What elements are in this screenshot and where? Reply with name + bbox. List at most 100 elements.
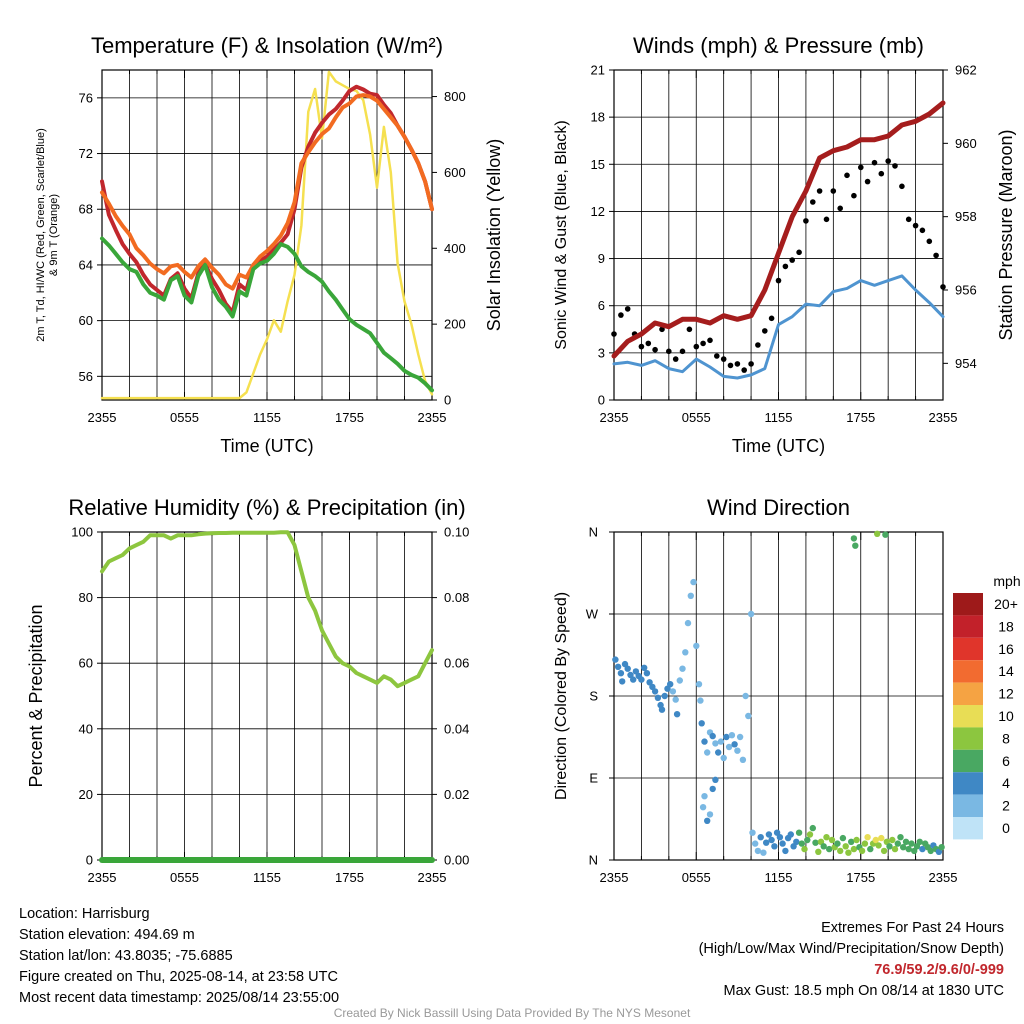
direction-point xyxy=(900,844,907,851)
y-tick-label: 15 xyxy=(591,157,605,172)
gust-point xyxy=(830,188,837,194)
y-axis-label: Direction (Colored By Speed) xyxy=(553,592,570,800)
direction-point xyxy=(809,824,816,832)
direction-point xyxy=(614,663,622,670)
colorbar-swatch xyxy=(953,637,983,661)
extremes-info: Extremes For Past 24 Hours (High/Low/Max… xyxy=(699,918,1004,1002)
y-axis-label: Sonic Wind & Gust (Blue, Black) xyxy=(553,120,570,349)
direction-point xyxy=(624,665,631,672)
y2-tick-label: 800 xyxy=(444,89,466,104)
direction-point xyxy=(731,741,738,748)
direction-point xyxy=(845,849,852,856)
colorbar-label: 10 xyxy=(998,708,1014,724)
colorbar-swatch xyxy=(953,772,983,795)
series-line-2m-td xyxy=(100,236,434,393)
gust-point xyxy=(796,249,802,256)
direction-point xyxy=(858,847,866,855)
gust-point xyxy=(905,216,912,223)
direction-point xyxy=(712,776,719,783)
series-line-2m-t xyxy=(100,84,434,315)
direction-point xyxy=(916,838,923,845)
gust-point xyxy=(755,342,761,348)
x-tick-label: 1155 xyxy=(253,410,281,425)
y-tick-label: N xyxy=(589,853,598,868)
direction-point xyxy=(938,844,945,851)
gust-point xyxy=(727,362,734,369)
gust-point xyxy=(933,252,939,259)
colorbar-label: 8 xyxy=(1002,730,1010,746)
y-tick-label: 64 xyxy=(79,257,93,272)
created-text: Figure created on Thu, 2025-08-14, at 23… xyxy=(19,969,338,985)
gust-point xyxy=(693,343,700,350)
direction-point xyxy=(632,668,640,675)
y-tick-label: 6 xyxy=(598,298,605,313)
series-line-solar-insolation xyxy=(100,70,434,400)
direction-point xyxy=(679,665,686,672)
direction-point xyxy=(687,592,694,599)
gust-point xyxy=(672,356,679,362)
direction-point xyxy=(698,720,705,727)
x-tick-label: 2355 xyxy=(600,410,629,425)
direction-point xyxy=(828,836,836,844)
direction-point xyxy=(739,756,747,763)
y-tick-label: 80 xyxy=(79,590,93,605)
direction-point xyxy=(804,836,811,844)
direction-point xyxy=(697,697,704,704)
x-tick-label: 2355 xyxy=(600,870,629,885)
y2-tick-label: 954 xyxy=(955,356,977,371)
colorbar-swatch xyxy=(953,705,983,728)
gust-point xyxy=(700,340,706,347)
colorbar-label: 16 xyxy=(998,641,1014,657)
max-gust-text: Max Gust: 18.5 mph On 08/14 at 1830 UTC xyxy=(723,983,1004,999)
direction-point xyxy=(672,696,679,703)
y2-tick-label: 0.08 xyxy=(444,590,469,605)
direction-point xyxy=(927,847,934,855)
direction-point xyxy=(695,681,703,688)
gust-point xyxy=(775,277,782,284)
gust-point xyxy=(748,361,754,367)
y-tick-label: W xyxy=(586,607,599,622)
y-tick-label: 12 xyxy=(591,204,605,219)
y2-tick-label: 0.04 xyxy=(444,721,469,736)
colorbar-label: 4 xyxy=(1002,775,1010,791)
colorbar-label: 18 xyxy=(998,618,1014,634)
direction-point xyxy=(752,840,759,847)
direction-point xyxy=(699,804,707,811)
direction-point xyxy=(717,738,725,745)
extremes-desc: (High/Low/Max Wind/Precipitation/Snow De… xyxy=(698,941,1004,957)
direction-point xyxy=(768,836,775,844)
x-tick-label: 2355 xyxy=(929,870,958,885)
gust-point xyxy=(762,328,768,334)
y-tick-label: 76 xyxy=(79,90,93,105)
direction-point xyxy=(709,732,716,740)
y2-tick-label: 400 xyxy=(444,241,466,256)
latlon-text: Station lat/lon: 43.8035; -75.6885 xyxy=(19,948,233,964)
direction-point xyxy=(782,847,789,855)
y2-tick-label: 0.00 xyxy=(444,853,469,868)
x-tick-label: 1155 xyxy=(765,410,793,425)
direction-point xyxy=(867,845,874,853)
gust-point xyxy=(714,353,720,359)
gust-point xyxy=(851,192,857,199)
direction-point xyxy=(641,664,648,671)
direction-point xyxy=(908,840,915,847)
direction-point xyxy=(651,688,659,695)
gust-point xyxy=(768,315,775,322)
direction-point xyxy=(690,578,697,586)
y-tick-label: 56 xyxy=(79,369,93,384)
direction-point xyxy=(905,845,912,853)
direction-point xyxy=(886,843,893,850)
x-tick-label: 0555 xyxy=(682,410,711,425)
direction-point xyxy=(872,836,879,844)
direction-point xyxy=(673,711,681,718)
colorbar-swatch xyxy=(953,682,983,705)
gust-point xyxy=(679,348,686,355)
direction-point xyxy=(815,848,822,855)
y2-tick-label: 600 xyxy=(444,165,466,180)
direction-point xyxy=(902,838,910,845)
direction-point xyxy=(701,793,708,800)
direction-point xyxy=(850,535,858,542)
wind-direction-panel: 2355 0555 1155 1755 2355 Wind Direction N E S W N D… xyxy=(553,495,1021,885)
colorbar-label: 2 xyxy=(1002,798,1010,814)
gust-point xyxy=(823,216,830,223)
